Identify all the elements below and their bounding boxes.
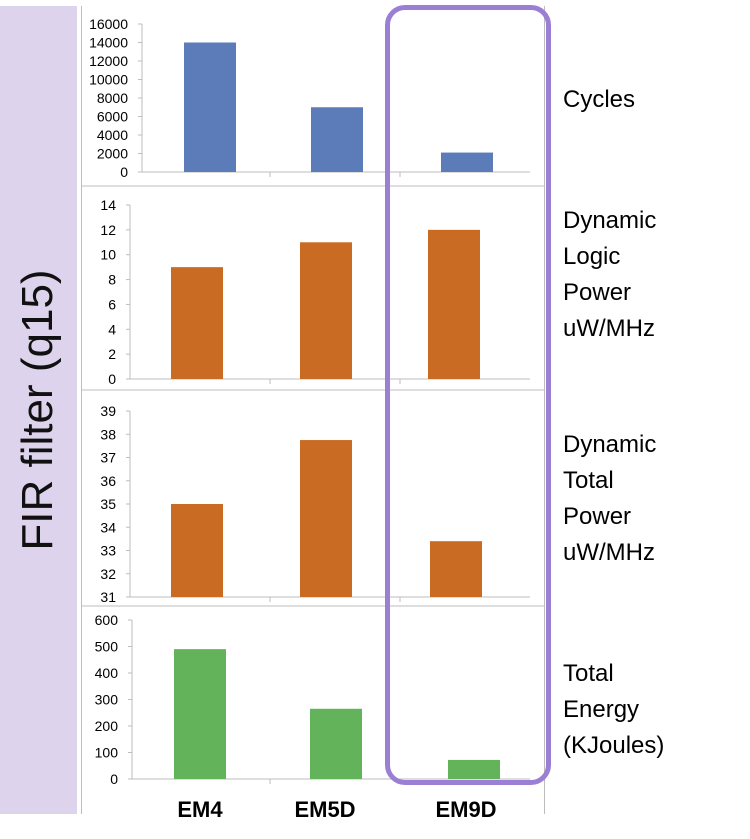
y-tick-label: 32 [100, 566, 116, 582]
y-tick-label: 500 [95, 639, 119, 655]
y-tick-label: 14 [100, 197, 116, 213]
y-tick-label: 33 [100, 543, 116, 559]
bar-em9d [428, 229, 480, 379]
y-tick-label: 12000 [89, 53, 128, 69]
bar-em4 [184, 42, 236, 172]
bar-em9d [448, 759, 500, 779]
y-tick-label: 4000 [97, 127, 128, 143]
y-tick-label: 600 [95, 612, 119, 628]
bar-em4 [174, 649, 226, 779]
bar-em4 [171, 267, 223, 379]
metric-label-dynamic-logic-power: Dynamic Logic Power uW/MHz [563, 207, 657, 342]
bar-em4 [171, 504, 223, 597]
y-tick-label: 34 [100, 519, 116, 535]
bar-em9d [441, 152, 493, 172]
y-tick-label: 8 [108, 272, 116, 288]
y-tick-label: 0 [110, 771, 118, 787]
side-title-band [0, 6, 77, 814]
y-tick-label: 4 [108, 321, 116, 337]
metric-label-cycles: Cycles [563, 86, 636, 113]
bar-em5d [300, 242, 352, 379]
y-tick-label: 8000 [97, 90, 128, 106]
category-label-em5d: EM5D [294, 797, 356, 822]
y-tick-label: 6000 [97, 109, 128, 125]
bar-em5d [311, 107, 363, 172]
metric-label-dynamic-total-power: Dynamic Total Power uW/MHz [563, 431, 657, 566]
y-tick-label: 2000 [97, 146, 128, 162]
y-tick-label: 400 [95, 665, 119, 681]
y-tick-label: 10000 [89, 72, 128, 88]
y-tick-label: 35 [100, 496, 116, 512]
metric-label-total-energy: Total Energy (KJoules) [563, 660, 665, 759]
bar-em5d [310, 708, 362, 779]
y-tick-label: 100 [95, 745, 119, 761]
bar-em9d [430, 541, 482, 597]
plot-frame [81, 6, 545, 814]
y-tick-label: 12 [100, 222, 116, 238]
y-tick-label: 10 [100, 247, 116, 263]
y-tick-label: 14000 [89, 35, 128, 51]
y-tick-label: 31 [100, 589, 116, 605]
bar-em5d [300, 440, 352, 597]
y-tick-label: 0 [120, 164, 128, 180]
y-tick-label: 38 [100, 426, 116, 442]
y-tick-label: 37 [100, 450, 116, 466]
y-tick-label: 36 [100, 473, 116, 489]
y-tick-label: 0 [108, 371, 116, 387]
y-tick-label: 200 [95, 718, 119, 734]
y-tick-label: 16000 [89, 16, 128, 32]
y-tick-label: 300 [95, 692, 119, 708]
category-label-em9d: EM9D [435, 797, 497, 822]
category-label-em4: EM4 [177, 797, 223, 822]
y-tick-label: 39 [100, 403, 116, 419]
y-tick-label: 6 [108, 296, 116, 312]
y-tick-label: 2 [108, 346, 116, 362]
